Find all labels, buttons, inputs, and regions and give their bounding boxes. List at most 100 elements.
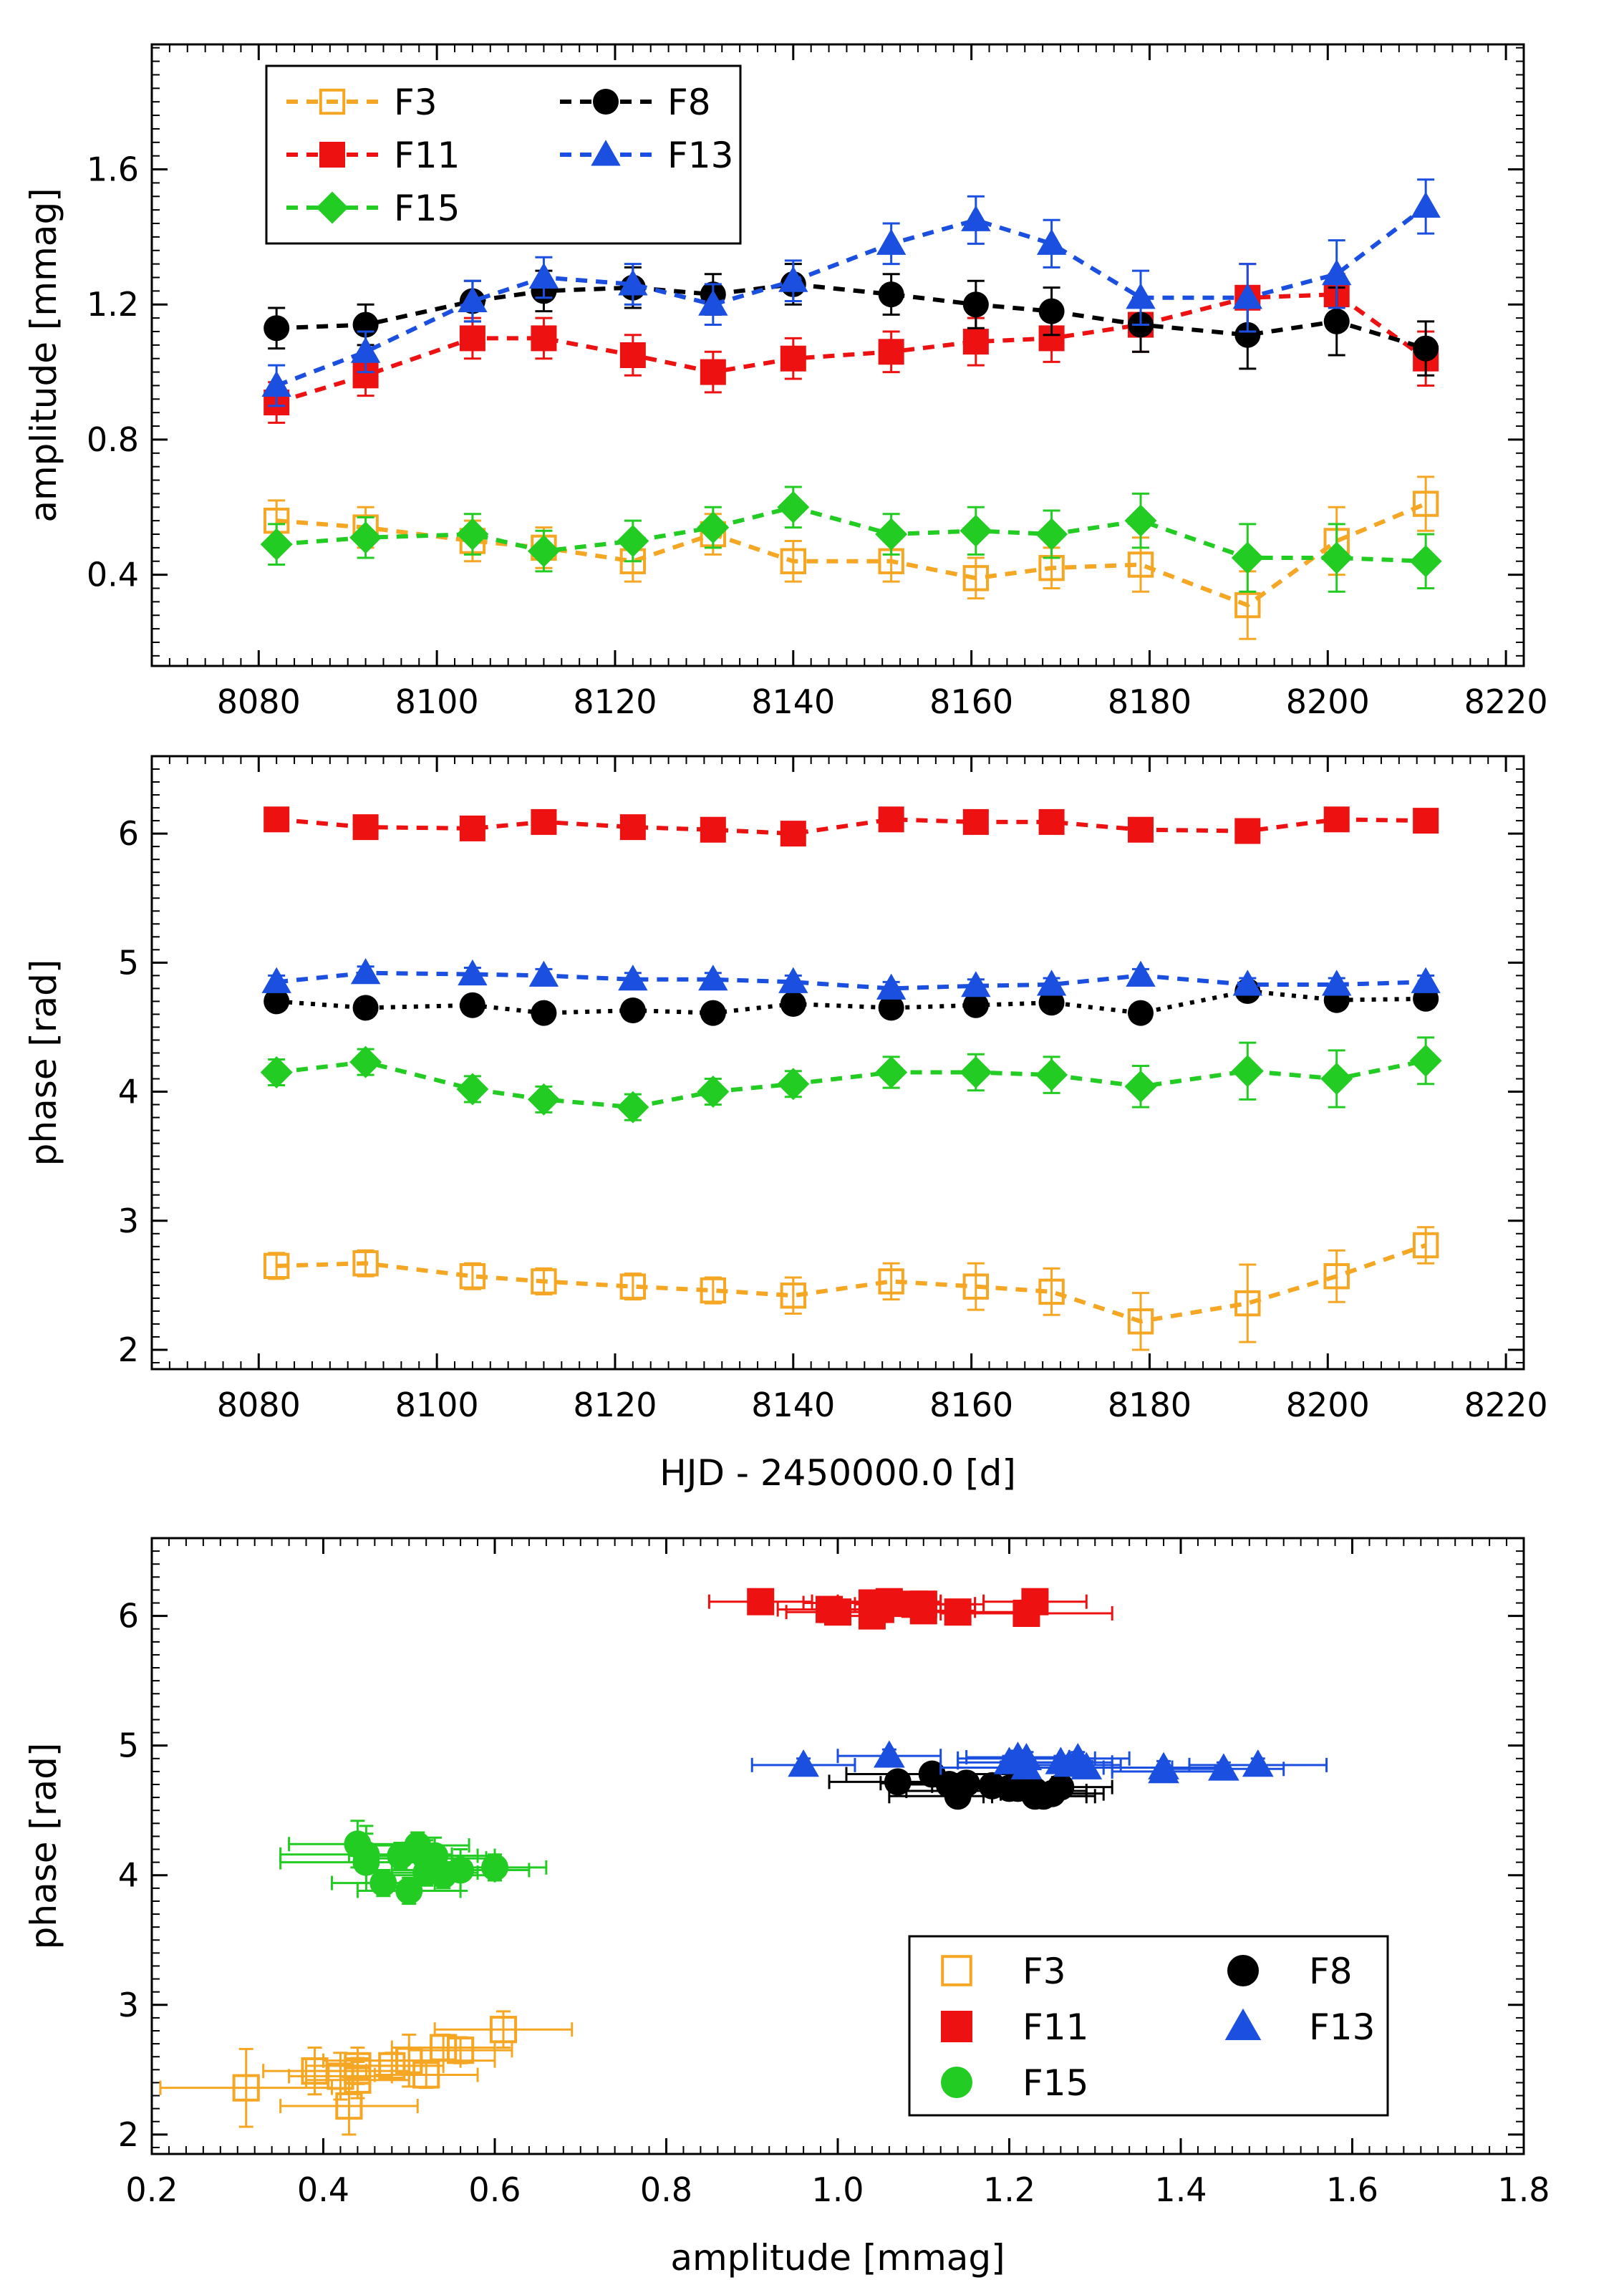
data-point (459, 992, 485, 1018)
x-tick-label: 1.2 (983, 2170, 1035, 2209)
data-point (531, 325, 557, 352)
data-point (697, 511, 730, 544)
series-f15 (260, 1036, 1442, 1124)
data-point (960, 514, 992, 547)
series-line (276, 292, 1427, 405)
data-point (884, 1768, 912, 1796)
y-tick-label: 3 (118, 1202, 139, 1240)
legend-marker (319, 142, 345, 168)
x-tick-label: 1.4 (1154, 2170, 1207, 2209)
data-point (344, 2052, 372, 2079)
data-point (395, 2047, 423, 2074)
legend-marker (316, 191, 349, 224)
data-point (700, 816, 726, 843)
data-point (878, 806, 904, 833)
y-tick-label: 4 (118, 1073, 139, 1111)
data-point (412, 1845, 440, 1873)
data-point (918, 1760, 946, 1788)
series-f8 (264, 263, 1439, 377)
x-tick-label: 8100 (395, 1386, 479, 1424)
data-point (777, 1068, 810, 1101)
data-point (700, 1277, 727, 1304)
data-point (619, 342, 646, 368)
data-point (327, 2062, 354, 2090)
data-point (1036, 970, 1067, 996)
x-tick-label: 8120 (573, 1386, 657, 1424)
data-point (952, 1769, 980, 1797)
data-point (458, 286, 488, 313)
phase-time-panel: 8080 8100 8120 8140 8160 8180 8200 8220 2 3 4 5 6 pha… (23, 755, 1548, 1494)
data-point (1231, 1055, 1264, 1088)
legend-marker (941, 2011, 972, 2042)
data-point (878, 281, 904, 308)
data-point (618, 269, 648, 296)
data-point (264, 315, 290, 342)
data-point (618, 965, 648, 991)
data-point (395, 1877, 423, 1905)
data-point (1208, 1753, 1239, 1781)
data-point (1234, 591, 1261, 619)
y-axis-title: amplitude [mmag] (23, 188, 64, 522)
y-tick-label: 2 (118, 1330, 139, 1369)
data-point (1070, 1752, 1103, 1779)
x-tick-label: 0.8 (640, 2170, 692, 2209)
data-point (1010, 1752, 1043, 1779)
x-tick-label: 8220 (1464, 1386, 1548, 1424)
data-point (481, 1853, 508, 1881)
data-point (369, 1869, 397, 1897)
data-point (1124, 1070, 1157, 1103)
data-point (962, 992, 989, 1018)
legend-label: F11 (394, 135, 460, 176)
y-tick-label: 1.6 (87, 150, 139, 189)
x-tick-label: 1.0 (811, 2170, 864, 2209)
legend-marker (1227, 1955, 1259, 1986)
y-tick-label: 0.8 (87, 420, 139, 459)
data-point (1232, 283, 1263, 309)
data-point (874, 1740, 905, 1768)
scatter-series-f8 (828, 1760, 1113, 1810)
data-point (960, 1056, 992, 1089)
data-point (1409, 1044, 1442, 1077)
y-tick-label: 5 (118, 943, 139, 982)
series-f11 (264, 806, 1439, 847)
data-point (1413, 335, 1439, 362)
x-tick-label: 8180 (1108, 682, 1192, 721)
series-f15 (260, 486, 1442, 593)
data-point (824, 1598, 851, 1626)
data-point (350, 337, 381, 363)
data-point (378, 2052, 406, 2079)
data-point (232, 2074, 260, 2102)
data-point (1234, 322, 1261, 348)
data-point (456, 518, 489, 551)
data-point (1035, 518, 1068, 551)
data-point (528, 960, 559, 987)
data-point (1127, 551, 1154, 578)
data-point (430, 2034, 458, 2062)
series-line (276, 970, 1426, 991)
x-tick-label: 8200 (1286, 1386, 1370, 1424)
x-tick-label: 8160 (929, 682, 1013, 721)
data-point (697, 1076, 730, 1108)
data-point (260, 1056, 293, 1089)
legend-marker (1224, 2008, 1262, 2040)
data-point (788, 1749, 819, 1777)
data-point (349, 521, 382, 554)
legend-label: F3 (1023, 1951, 1066, 1992)
legend-label: F3 (394, 82, 438, 123)
data-point (961, 971, 991, 998)
data-point (458, 959, 488, 986)
data-point (780, 1282, 806, 1309)
data-point (459, 815, 485, 841)
legend: F3 F8 F11 F13 F15 (908, 1935, 1389, 2117)
x-axis-title: HJD - 2450000.0 [d] (659, 1452, 1016, 1494)
data-point (264, 806, 290, 833)
data-point (778, 266, 808, 292)
data-point (1126, 283, 1156, 309)
data-point (489, 2016, 518, 2044)
data-point (1231, 541, 1264, 574)
scatter-series-f3 (159, 2010, 574, 2136)
data-point (531, 808, 557, 835)
data-point (858, 1589, 886, 1617)
data-point (352, 995, 379, 1021)
